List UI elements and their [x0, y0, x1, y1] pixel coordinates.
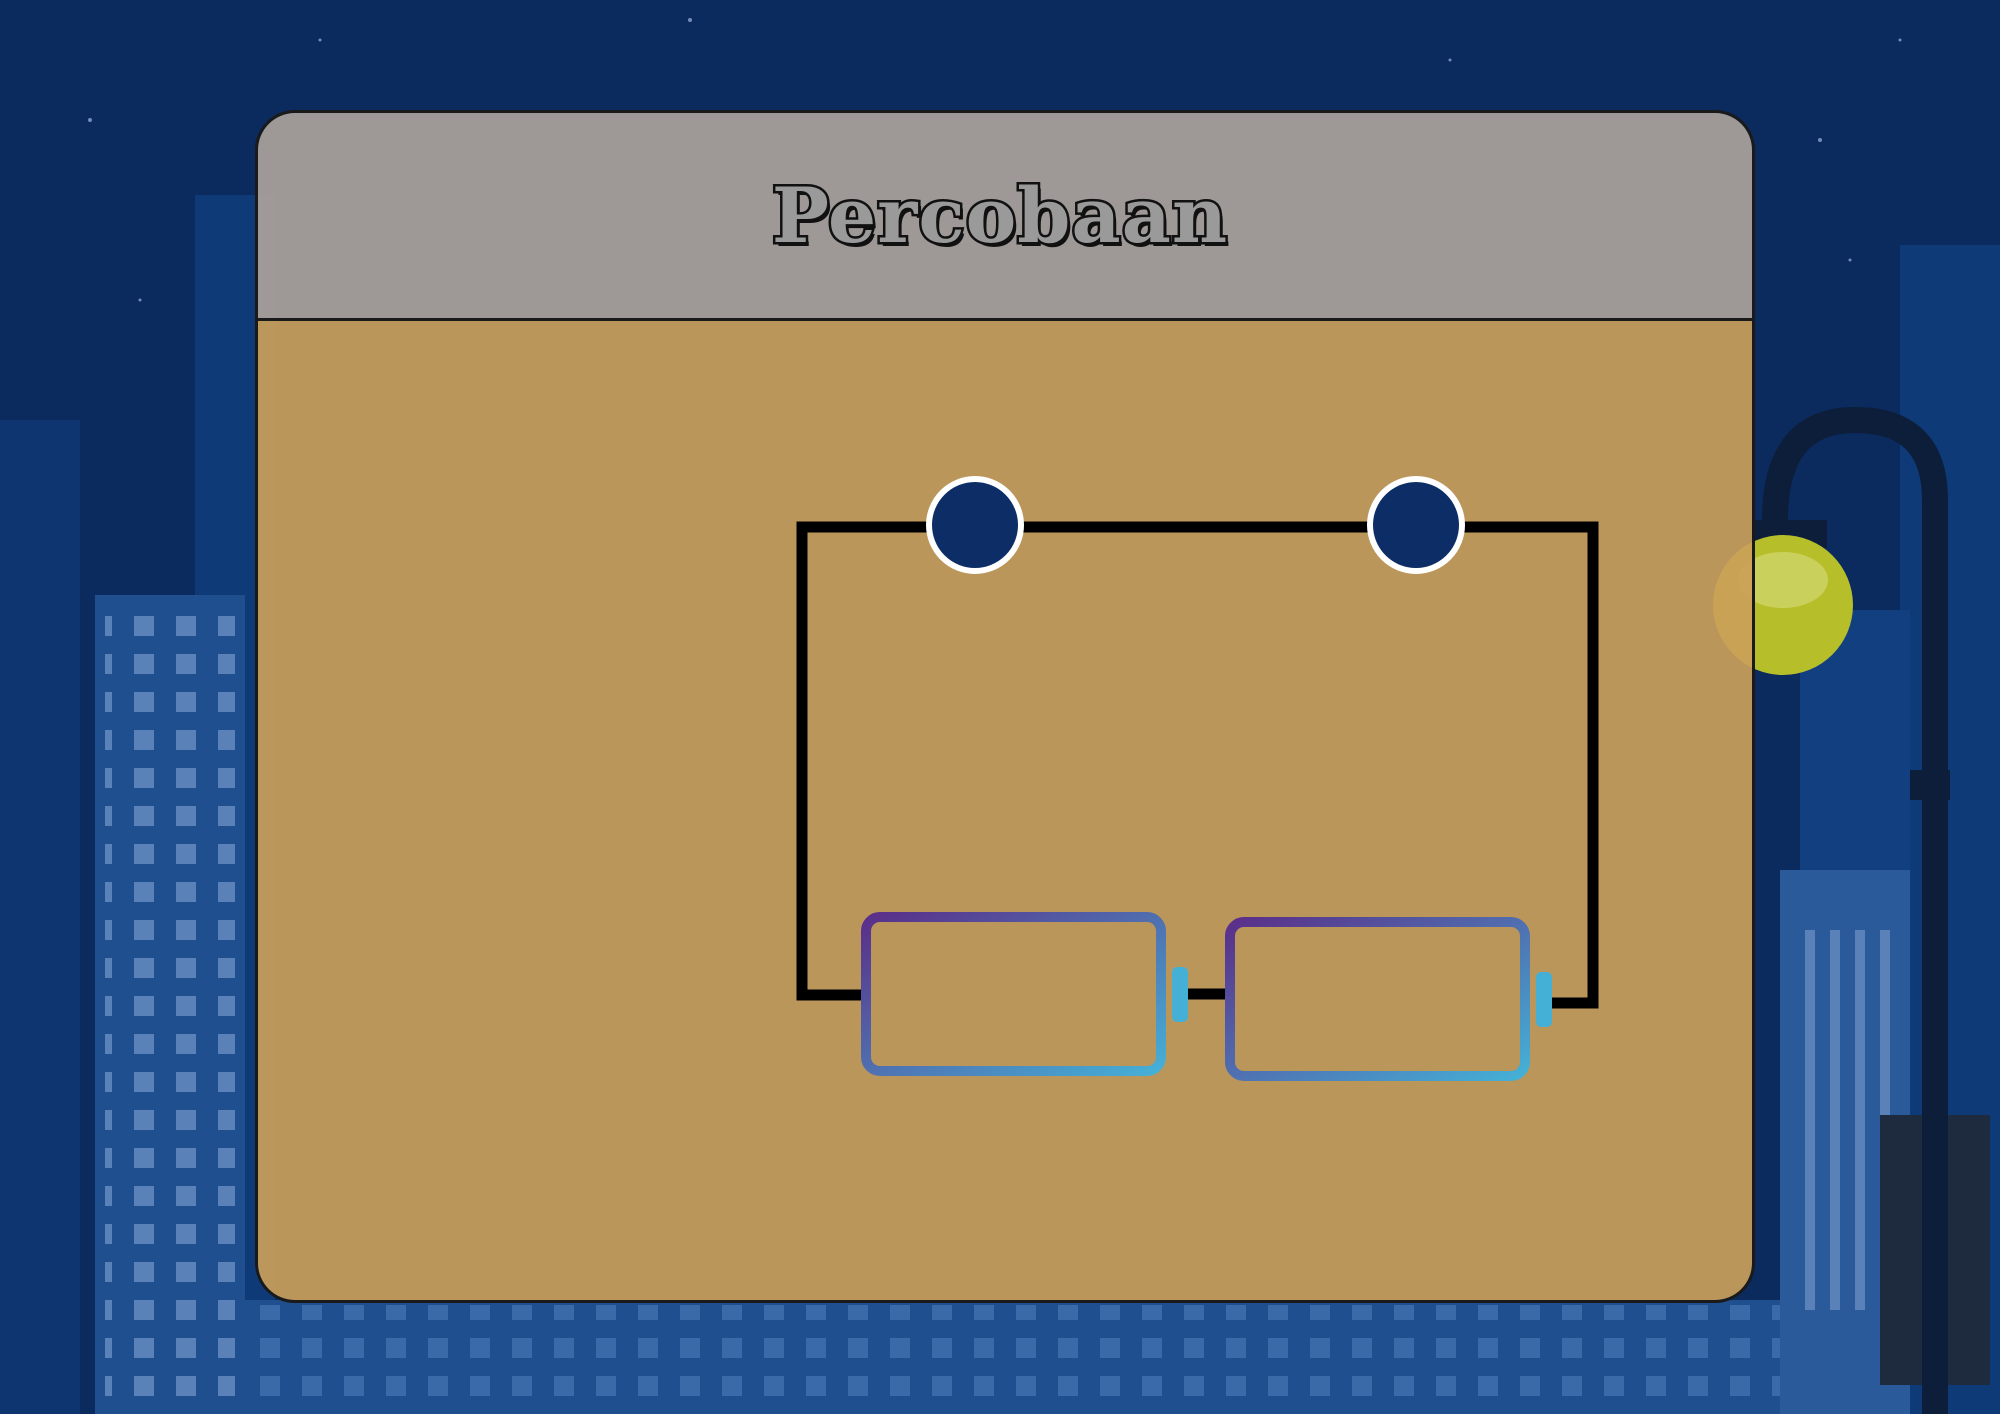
- battery-left[interactable]: [861, 912, 1188, 1076]
- panel-title: Percobaan: [769, 169, 1229, 263]
- terminal-left[interactable]: [926, 476, 1024, 574]
- battery-right[interactable]: [1225, 917, 1552, 1081]
- terminal-right[interactable]: [1367, 476, 1465, 574]
- panel-header: Percobaan: [258, 113, 1752, 321]
- experiment-panel: Percobaan: [255, 110, 1755, 1303]
- panel-body: [258, 321, 1752, 1300]
